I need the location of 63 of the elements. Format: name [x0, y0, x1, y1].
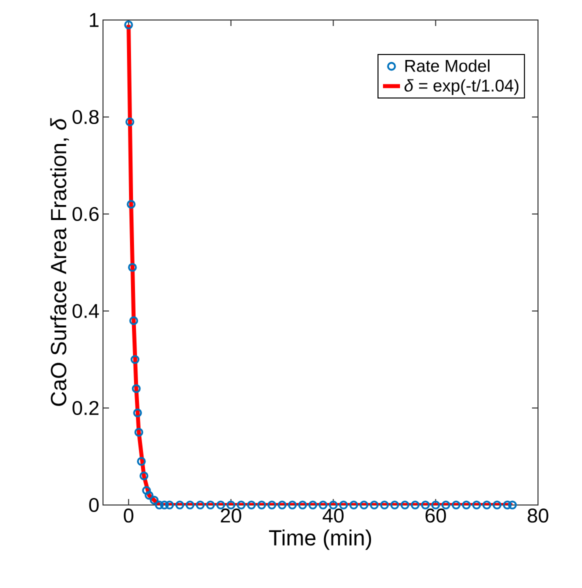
- point: [472, 500, 481, 510]
- point: [267, 500, 276, 510]
- point: [400, 500, 410, 510]
- point: [247, 500, 256, 510]
- y-tick-label: 0.6: [72, 206, 99, 222]
- y-tick-label: 0: [89, 498, 99, 512]
- point: [129, 316, 138, 326]
- point: [126, 200, 136, 209]
- point: [124, 20, 133, 30]
- legend-label: Rate Model: [405, 59, 490, 72]
- point: [136, 456, 146, 466]
- y-axis-title: CaO Surface Area Fraction, δ: [50, 118, 69, 406]
- point: [257, 500, 266, 510]
- y-tick-label: 0.4: [72, 304, 99, 318]
- point: [349, 500, 358, 510]
- point: [308, 500, 318, 510]
- point: [452, 500, 461, 510]
- point: [216, 500, 226, 510]
- point: [370, 500, 379, 510]
- point: [142, 486, 151, 495]
- point: [206, 500, 215, 510]
- y-tick-label: 1: [90, 13, 99, 27]
- point: [186, 500, 194, 510]
- x-tick-label: 80: [528, 508, 548, 523]
- point: [150, 496, 159, 505]
- point: [236, 500, 246, 510]
- point: [288, 500, 297, 510]
- point: [410, 500, 420, 510]
- point: [196, 500, 205, 510]
- y-tick-label: 0.2: [72, 400, 98, 416]
- x-tick-label: 20: [220, 508, 242, 523]
- point: [390, 500, 400, 510]
- point: [130, 355, 140, 364]
- point: [360, 500, 368, 510]
- point: [380, 500, 389, 510]
- point: [318, 500, 328, 510]
- point: [339, 500, 348, 510]
- x-tick-label: 0: [124, 508, 134, 523]
- x-tick-label: 60: [426, 508, 446, 523]
- x-axis-title: Time (min): [269, 529, 372, 550]
- point: [134, 428, 144, 437]
- point: [421, 500, 430, 510]
- x-tick-label: 40: [322, 508, 344, 523]
- point: [502, 500, 512, 510]
- point: [125, 117, 134, 126]
- point: [133, 408, 142, 418]
- point: [154, 500, 164, 510]
- point: [508, 500, 517, 510]
- point: [175, 500, 184, 510]
- point: [482, 500, 492, 510]
- point: [144, 490, 154, 500]
- y-tick-label: 0.8: [72, 110, 99, 124]
- point: [140, 472, 148, 480]
- point: [160, 500, 169, 510]
- point: [128, 262, 137, 272]
- point: [441, 500, 450, 510]
- legend-label: δ = exp(-t/1.04): [404, 79, 518, 95]
- point: [462, 500, 471, 510]
- point: [165, 500, 174, 510]
- point: [298, 500, 307, 510]
- point: [278, 500, 287, 510]
- point: [132, 384, 141, 393]
- point: [492, 500, 502, 510]
